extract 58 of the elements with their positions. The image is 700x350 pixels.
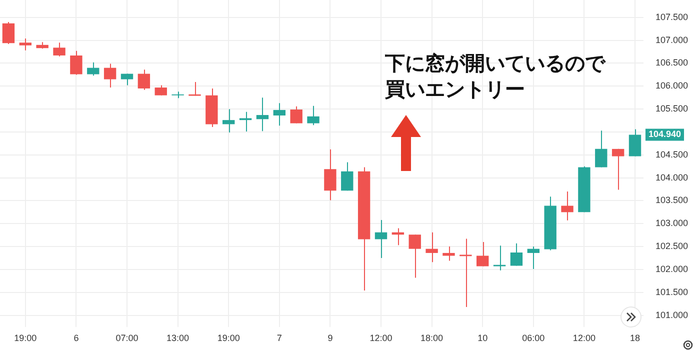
candlestick (612, 148, 624, 190)
candlestick (442, 246, 455, 262)
candlestick (341, 162, 354, 192)
y-tick-label: 104.500 (655, 149, 688, 160)
x-tick-label: 13:00 (166, 333, 190, 344)
candlestick (2, 21, 15, 44)
candlestick (510, 242, 523, 266)
candlestick (273, 102, 286, 126)
candlestick (408, 234, 421, 278)
candlestick (138, 69, 150, 90)
y-tick-label: 101.000 (655, 310, 688, 320)
annotation: 買いエントリー (384, 79, 525, 101)
y-tick-label: 105.500 (655, 104, 688, 114)
x-tick-label: 10 (478, 333, 488, 344)
y-tick-label: 106.500 (655, 58, 688, 68)
y-tick-label: 101.500 (655, 286, 688, 297)
candlestick (561, 191, 574, 221)
x-tick-label: 7 (276, 333, 282, 344)
x-tick-label: 07:00 (116, 333, 138, 344)
x-tick-label: 12:00 (572, 333, 596, 344)
candlestick (527, 246, 540, 270)
candlestick (595, 130, 608, 168)
candlestick (256, 97, 269, 132)
candlestick (188, 82, 201, 96)
candlestick (493, 245, 506, 271)
candlestick (154, 84, 167, 96)
x-tick-label: 18 (630, 333, 640, 344)
annotation: 下に窓が開いているので (384, 52, 606, 75)
y-tick-label: 104.000 (655, 172, 688, 182)
x-tick-label: 19:00 (217, 333, 240, 344)
candlestick (426, 232, 438, 263)
candlestick (104, 63, 116, 88)
candlestick (19, 38, 32, 51)
y-tick-label: 103.000 (655, 218, 688, 228)
candlestick (87, 62, 100, 76)
y-tick-label: 106.000 (655, 80, 688, 91)
y-tick-label: 102.000 (655, 264, 688, 274)
candlestick (476, 241, 489, 267)
candlestick (307, 105, 320, 126)
y-tick-label: 102.500 (655, 241, 688, 252)
y-tick-label: 107.500 (655, 12, 688, 22)
candlestick (290, 106, 302, 124)
candlestick (374, 219, 388, 258)
y-tick-label: 103.500 (655, 195, 688, 206)
candlestick (324, 148, 336, 201)
candlestick (239, 111, 252, 132)
y-tick-label: 107.000 (655, 34, 688, 45)
annotation: 104.940 (648, 129, 682, 140)
x-tick-label: 19:00 (14, 333, 37, 344)
x-tick-label: 18:00 (420, 333, 444, 344)
candlestick (53, 42, 66, 57)
candlestick (70, 50, 82, 76)
candlestick (628, 128, 642, 157)
x-tick-label: 12:00 (370, 333, 392, 344)
x-tick-label: 06:00 (522, 333, 545, 344)
candlestick (222, 108, 235, 133)
x-tick-label: 6 (74, 333, 79, 344)
x-tick-label: 9 (328, 333, 333, 344)
